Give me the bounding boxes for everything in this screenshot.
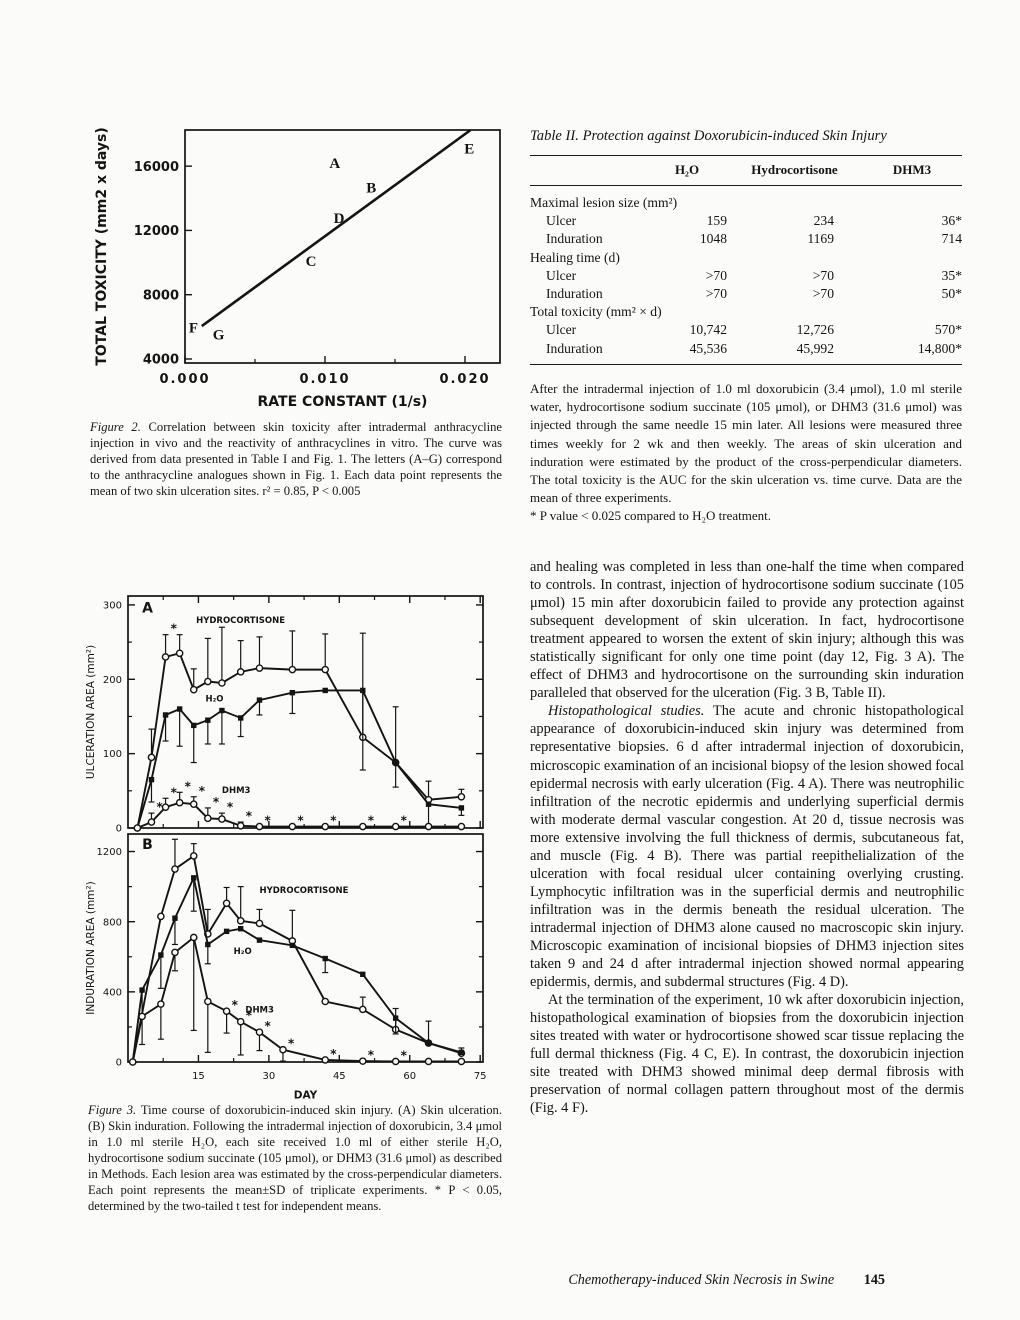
svg-text:*: * bbox=[232, 998, 239, 1012]
svg-text:D: D bbox=[334, 211, 345, 227]
svg-text:H₂O: H₂O bbox=[205, 695, 223, 705]
svg-text:*: * bbox=[199, 784, 206, 798]
svg-text:45: 45 bbox=[333, 1071, 346, 1082]
svg-text:*: * bbox=[368, 814, 375, 828]
svg-text:*: * bbox=[246, 1009, 253, 1023]
figure3-caption-text: Time course of doxorubicin-induced skin … bbox=[88, 1103, 502, 1213]
svg-text:*: * bbox=[330, 814, 337, 828]
svg-text:HYDROCORTISONE: HYDROCORTISONE bbox=[259, 886, 348, 896]
svg-text:0.000: 0.000 bbox=[159, 372, 210, 387]
figure2-caption-label: Figure 2. bbox=[90, 420, 141, 434]
table2-title: Table II. Protection against Doxorubicin… bbox=[530, 128, 887, 144]
svg-text:*: * bbox=[227, 800, 234, 814]
svg-text:DHM3: DHM3 bbox=[245, 1006, 274, 1016]
svg-text:*: * bbox=[171, 785, 178, 799]
svg-text:H₂O: H₂O bbox=[234, 947, 252, 957]
svg-text:*: * bbox=[288, 1037, 295, 1051]
svg-text:*: * bbox=[171, 622, 178, 636]
figure3-caption-label: Figure 3. bbox=[88, 1103, 137, 1117]
page-number: 145 bbox=[863, 1272, 885, 1288]
svg-text:DAY: DAY bbox=[294, 1090, 318, 1102]
table2-col-dhm3: DHM3 bbox=[892, 162, 932, 177]
svg-text:*: * bbox=[368, 1048, 375, 1062]
svg-text:B: B bbox=[142, 837, 153, 853]
svg-text:ULCERATION AREA (mm²): ULCERATION AREA (mm²) bbox=[85, 645, 97, 779]
running-title: Chemotherapy-induced Skin Necrosis in Sw… bbox=[568, 1272, 835, 1288]
table2-footnote-text: After the intradermal injection of 1.0 m… bbox=[530, 381, 962, 506]
svg-text:TOTAL TOXICITY (mm2 x days): TOTAL TOXICITY (mm2 x days) bbox=[94, 127, 110, 366]
figure2-plot: 0.000 0.010 0.020 4000 8000 12000 16000 A B C D E F G… bbox=[94, 127, 501, 410]
svg-text:16000: 16000 bbox=[134, 160, 179, 175]
svg-text:A: A bbox=[142, 600, 153, 616]
table2-footnote: After the intradermal injection of 1.0 m… bbox=[530, 380, 962, 526]
svg-text:A: A bbox=[329, 156, 340, 172]
svg-text:400: 400 bbox=[103, 987, 122, 998]
svg-text:0.020: 0.020 bbox=[439, 372, 490, 387]
svg-text:*: * bbox=[401, 814, 408, 828]
svg-text:1200: 1200 bbox=[97, 847, 122, 858]
svg-text:RATE CONSTANT (1/s): RATE CONSTANT (1/s) bbox=[258, 394, 428, 410]
table2-footnote-star: * P value < 0.025 compared to H₂O treatm… bbox=[530, 508, 771, 524]
svg-text:C: C bbox=[306, 254, 317, 270]
table2-body: Maximal lesion size (mm²) Ulcer 159 234 36* I… bbox=[530, 186, 962, 364]
table2-col-h2o: H₂O bbox=[674, 162, 700, 177]
body-paragraph: At the termination of the experiment, 10… bbox=[530, 992, 964, 1117]
svg-text:*: * bbox=[246, 809, 253, 823]
table-section-row: Total toxicity (mm² × d) bbox=[530, 304, 662, 320]
svg-text:0.010: 0.010 bbox=[299, 372, 350, 387]
svg-text:30: 30 bbox=[263, 1071, 276, 1082]
table2-bottom-rule bbox=[530, 363, 962, 365]
svg-text:*: * bbox=[297, 814, 304, 828]
svg-text:*: * bbox=[213, 795, 220, 809]
svg-text:60: 60 bbox=[403, 1071, 416, 1082]
table-data-row: Ulcer 159 234 36* bbox=[546, 213, 962, 229]
svg-text:*: * bbox=[401, 1048, 408, 1062]
table2-col-hydrocortisone: Hydrocortisone bbox=[751, 162, 838, 177]
svg-text:DHM3: DHM3 bbox=[222, 786, 251, 796]
table-data-row: Induration 45,536 45,992 14,800* bbox=[546, 340, 962, 356]
body-paragraph: Histopathological studies. The acute and… bbox=[530, 703, 965, 991]
svg-text:*: * bbox=[185, 779, 192, 793]
svg-text:B: B bbox=[366, 181, 376, 197]
svg-text:15: 15 bbox=[192, 1071, 205, 1082]
svg-text:12000: 12000 bbox=[134, 224, 179, 239]
table-data-row: Induration 1048 1169 714 bbox=[546, 231, 962, 247]
body-paragraph: and healing was completed in less than o… bbox=[530, 559, 964, 702]
figure2-caption-text: Correlation between skin toxicity after … bbox=[90, 420, 502, 498]
svg-text:75: 75 bbox=[474, 1071, 487, 1082]
svg-text:HYDROCORTISONE: HYDROCORTISONE bbox=[196, 616, 285, 626]
table-data-row: Ulcer >70 >70 35* bbox=[546, 267, 962, 283]
svg-text:*: * bbox=[264, 1019, 271, 1033]
svg-text:0: 0 bbox=[116, 824, 122, 835]
page-footer: Chemotherapy-induced Skin Necrosis in Sw… bbox=[530, 1272, 885, 1289]
table-data-row: Ulcer 10,742 12,726 570* bbox=[546, 322, 962, 338]
svg-text:200: 200 bbox=[103, 675, 122, 686]
svg-text:0: 0 bbox=[116, 1058, 122, 1069]
svg-text:8000: 8000 bbox=[143, 288, 179, 303]
svg-text:*: * bbox=[156, 800, 163, 814]
table2-header-rule bbox=[530, 185, 962, 186]
table-data-row: Induration >70 >70 50* bbox=[546, 286, 962, 302]
table2-header-row: H₂O Hydrocortisone DHM3 bbox=[530, 156, 962, 185]
figure2-caption: Figure 2. Correlation between skin toxic… bbox=[90, 419, 502, 499]
svg-text:*: * bbox=[330, 1047, 337, 1061]
table2: Table II. Protection against Doxorubicin… bbox=[530, 128, 962, 365]
svg-text:G: G bbox=[213, 328, 225, 344]
figure3-caption: Figure 3. Time course of doxorubicin-ind… bbox=[88, 1102, 502, 1214]
table-section-row: Maximal lesion size (mm²) bbox=[530, 195, 678, 210]
svg-text:*: * bbox=[264, 814, 271, 828]
svg-text:E: E bbox=[464, 141, 474, 157]
svg-text:F: F bbox=[189, 320, 198, 336]
svg-text:800: 800 bbox=[103, 917, 122, 928]
table2-top-rule bbox=[530, 155, 962, 156]
svg-text:INDURATION AREA (mm²): INDURATION AREA (mm²) bbox=[85, 881, 97, 1014]
body-text-column: and healing was completed in less than o… bbox=[530, 558, 964, 1117]
svg-text:100: 100 bbox=[103, 749, 122, 760]
svg-text:300: 300 bbox=[103, 601, 122, 612]
table-section-row: Healing time (d) bbox=[530, 249, 620, 265]
svg-text:4000: 4000 bbox=[143, 353, 179, 368]
